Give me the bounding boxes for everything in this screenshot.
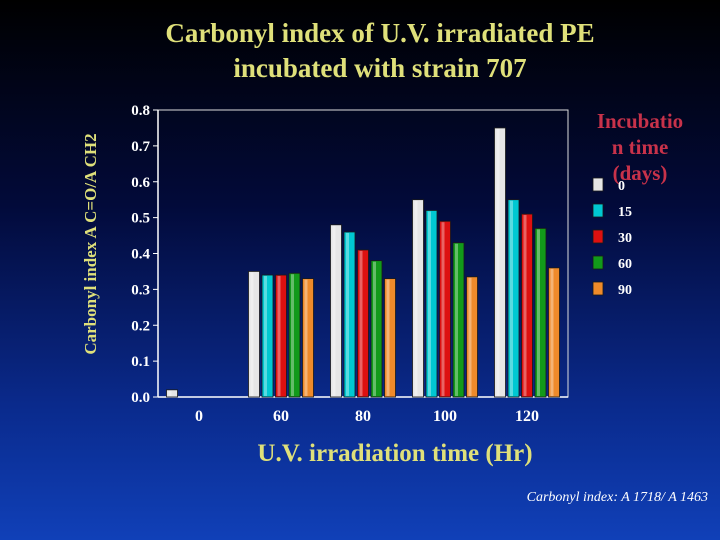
- legend-swatch: [592, 281, 604, 296]
- legend-title: Incubatio n time (days): [580, 108, 700, 186]
- bar: [534, 227, 547, 398]
- bar: [494, 127, 506, 398]
- bar-highlight: [264, 276, 267, 396]
- bar: [466, 276, 478, 398]
- legend-title-line-2: n time: [611, 135, 669, 159]
- x-tick-label: 100: [433, 408, 457, 425]
- bar-highlight: [386, 279, 390, 396]
- bar-highlight: [332, 225, 336, 396]
- bar-highlight: [537, 229, 540, 396]
- y-tick-label: 0.5: [131, 211, 150, 227]
- bar-highlight: [304, 279, 308, 396]
- y-tick-label: 0.1: [131, 354, 150, 370]
- legend-title-line-1: Incubatio: [596, 109, 684, 133]
- legend-title-line-3: (days): [612, 161, 668, 185]
- bar-highlight: [346, 232, 349, 396]
- y-tick-label: 0.7: [131, 139, 150, 155]
- bar: [507, 199, 520, 398]
- bar: [370, 260, 383, 398]
- bar: [548, 267, 560, 398]
- legend-label: 0: [618, 179, 625, 194]
- x-tick-label: 120: [515, 408, 539, 425]
- legend-label: 60: [618, 257, 632, 272]
- bar: [248, 271, 260, 398]
- bar: [302, 278, 314, 398]
- x-tick-label: 0: [195, 408, 203, 425]
- bar: [384, 278, 396, 398]
- x-tick-label: 80: [355, 408, 371, 425]
- legend-swatch: [592, 203, 604, 218]
- bar-highlight: [373, 261, 376, 396]
- bar: [425, 210, 438, 398]
- bar-highlight: [359, 250, 363, 396]
- y-tick-label: 0.8: [131, 103, 150, 119]
- bar: [439, 220, 451, 398]
- legend-label: 15: [618, 205, 632, 220]
- bar: [357, 249, 369, 398]
- bar: [166, 389, 178, 398]
- bar: [412, 199, 424, 398]
- bar: [288, 272, 301, 398]
- bar-highlight: [523, 215, 527, 396]
- bar-highlight: [550, 268, 554, 396]
- bar-highlight: [496, 128, 500, 396]
- chart-title: Carbonyl index of U.V. irradiated PE inc…: [40, 16, 720, 86]
- chart-title-line-2: incubated with strain 707: [233, 53, 527, 83]
- x-axis-label: U.V. irradiation time (Hr): [257, 440, 533, 467]
- bar: [275, 274, 287, 398]
- legend-swatch: [592, 255, 604, 270]
- bar-highlight: [414, 200, 418, 396]
- bar-highlight: [441, 222, 445, 396]
- bar: [330, 224, 342, 398]
- y-tick-label: 0.4: [131, 247, 150, 263]
- bar-highlight: [428, 211, 431, 396]
- legend-label: 90: [618, 283, 632, 298]
- bar: [521, 213, 533, 398]
- bar-highlight: [455, 243, 458, 396]
- bar: [343, 231, 356, 398]
- footnote: Carbonyl index: A 1718/ A 1463: [526, 490, 708, 505]
- legend-swatch: [592, 177, 604, 192]
- bar-highlight: [291, 274, 294, 396]
- bar-highlight: [510, 200, 513, 396]
- legend-label: 30: [618, 231, 632, 246]
- bar-highlight: [468, 277, 472, 396]
- legend-swatch: [592, 229, 604, 244]
- bar: [261, 274, 274, 398]
- bar-highlight: [250, 272, 254, 396]
- y-tick-label: 0.2: [131, 318, 150, 334]
- x-tick-label: 60: [273, 408, 289, 425]
- y-tick-label: 0.6: [131, 175, 150, 191]
- y-tick-label: 0.3: [131, 282, 150, 298]
- bar: [452, 242, 465, 398]
- bar-highlight: [277, 276, 281, 396]
- y-tick-label: 0.0: [131, 390, 150, 406]
- chart-title-line-1: Carbonyl index of U.V. irradiated PE: [165, 18, 595, 48]
- bar-highlight: [168, 390, 172, 396]
